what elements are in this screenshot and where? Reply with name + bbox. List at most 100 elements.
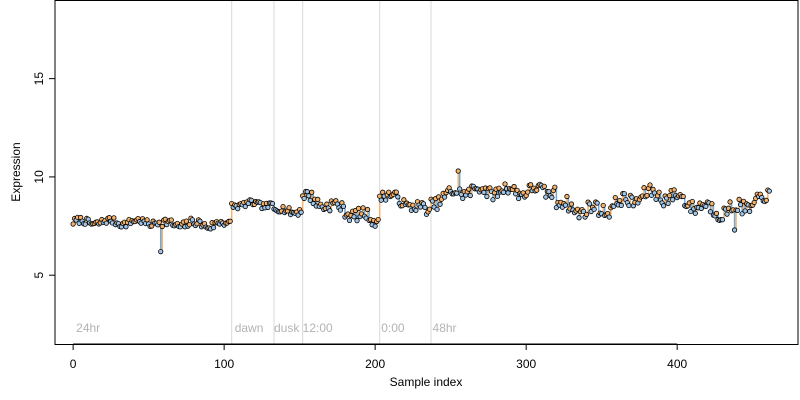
time-annotation-label: dawn xyxy=(235,321,264,335)
data-point xyxy=(689,198,695,205)
data-point xyxy=(393,189,399,195)
data-point xyxy=(123,224,129,230)
plot-frame xyxy=(54,0,799,345)
data-point xyxy=(365,206,371,213)
data-point xyxy=(111,215,117,221)
data-point xyxy=(629,194,635,200)
data-point xyxy=(612,194,618,201)
data-point xyxy=(734,207,741,214)
data-point xyxy=(197,218,203,224)
data-point xyxy=(484,193,490,200)
x-tick-label: 400 xyxy=(667,357,687,371)
data-point xyxy=(641,185,647,191)
data-point xyxy=(354,218,360,224)
data-point xyxy=(703,203,709,210)
data-point xyxy=(378,197,384,203)
data-point xyxy=(494,193,501,200)
data-point xyxy=(457,186,463,192)
data-point xyxy=(460,195,466,202)
y-axis-title: Expression xyxy=(9,142,23,201)
data-point xyxy=(583,211,590,218)
data-point xyxy=(481,189,487,195)
data-point xyxy=(670,197,676,203)
data-point xyxy=(671,187,677,193)
data-point xyxy=(467,192,473,199)
data-point xyxy=(763,197,769,203)
data-point xyxy=(713,210,720,216)
data-point xyxy=(242,203,248,210)
data-point xyxy=(514,187,520,193)
y-axis: 5 10 15 xyxy=(32,72,56,279)
data-point xyxy=(395,194,401,200)
data-point xyxy=(525,189,531,195)
data-point xyxy=(383,197,389,203)
data-point xyxy=(422,204,428,211)
data-point xyxy=(719,217,726,223)
data-point xyxy=(667,193,673,199)
data-point xyxy=(269,200,276,207)
data-point xyxy=(600,202,606,209)
data-point xyxy=(546,188,552,195)
data-point xyxy=(586,201,593,207)
data-point xyxy=(372,223,378,229)
data-point xyxy=(727,199,733,205)
data-point xyxy=(304,189,310,195)
data-point xyxy=(315,196,321,202)
data-point xyxy=(454,190,460,196)
data-point xyxy=(265,204,271,211)
data-point xyxy=(739,211,745,217)
data-point xyxy=(580,208,587,215)
data-point xyxy=(665,200,671,206)
data-point xyxy=(707,209,714,215)
data-point xyxy=(301,195,307,202)
data-point xyxy=(644,192,650,199)
data-point xyxy=(434,206,440,213)
vertical-markers xyxy=(231,0,432,344)
data-point xyxy=(103,220,109,226)
data-point xyxy=(355,205,362,211)
annotations: 24hr dawn dusk 12:00 0:00 48hr xyxy=(76,321,456,335)
data-point xyxy=(466,186,472,192)
data-points xyxy=(70,168,772,255)
time-annotation-label: 24hr xyxy=(76,321,100,335)
data-point xyxy=(742,208,748,214)
data-point xyxy=(210,225,217,231)
data-point xyxy=(594,200,600,206)
data-point xyxy=(543,194,549,200)
data-point xyxy=(552,184,558,190)
data-point xyxy=(692,210,698,216)
data-point xyxy=(186,222,193,228)
data-point xyxy=(647,182,653,188)
data-point xyxy=(286,205,292,211)
data-point xyxy=(656,189,662,195)
data-point xyxy=(346,217,353,224)
time-annotation-label: 12:00 xyxy=(303,321,333,335)
data-point xyxy=(562,202,569,208)
data-point xyxy=(576,215,582,221)
data-point xyxy=(386,189,392,195)
data-point xyxy=(534,187,540,193)
data-point xyxy=(413,207,419,213)
data-point xyxy=(455,168,461,174)
data-point xyxy=(528,182,534,188)
x-axis: 0 100 200 300 400 xyxy=(70,343,688,371)
time-annotation-label: dusk xyxy=(274,321,300,335)
data-point xyxy=(516,195,522,202)
data-point xyxy=(149,223,155,229)
data-point xyxy=(375,216,381,223)
data-point xyxy=(309,189,315,195)
data-point xyxy=(738,202,744,208)
data-point xyxy=(442,194,448,200)
data-point xyxy=(591,206,597,212)
deviation-segments xyxy=(73,171,771,252)
time-annotation-label: 48hr xyxy=(433,321,457,335)
data-point xyxy=(724,211,730,217)
data-point xyxy=(549,194,555,201)
x-axis-title: Sample index xyxy=(390,375,463,389)
data-point xyxy=(306,193,312,199)
x-tick-label: 200 xyxy=(365,357,385,371)
data-point xyxy=(337,207,344,213)
data-point xyxy=(617,197,623,204)
